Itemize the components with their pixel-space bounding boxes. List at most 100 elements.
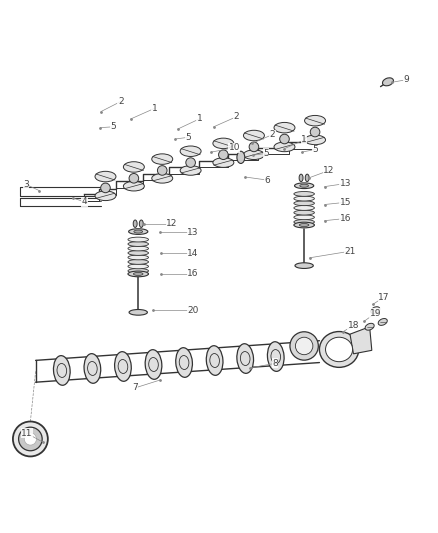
Text: 9: 9 bbox=[404, 75, 410, 84]
Ellipse shape bbox=[299, 223, 309, 227]
Ellipse shape bbox=[304, 116, 325, 126]
Text: 19: 19 bbox=[370, 309, 381, 318]
Text: 1: 1 bbox=[152, 104, 157, 113]
Circle shape bbox=[249, 142, 259, 152]
Ellipse shape bbox=[378, 319, 387, 325]
Text: 8: 8 bbox=[272, 359, 278, 368]
Ellipse shape bbox=[300, 184, 308, 187]
Text: 4: 4 bbox=[82, 197, 87, 206]
Text: 15: 15 bbox=[340, 198, 351, 207]
Text: 12: 12 bbox=[323, 166, 335, 175]
Circle shape bbox=[219, 150, 228, 159]
Ellipse shape bbox=[128, 269, 148, 273]
Text: 5: 5 bbox=[110, 122, 116, 131]
Ellipse shape bbox=[294, 210, 314, 215]
Ellipse shape bbox=[325, 337, 353, 362]
Circle shape bbox=[18, 427, 42, 451]
Text: 17: 17 bbox=[378, 293, 390, 302]
Ellipse shape bbox=[134, 230, 143, 233]
Text: 2: 2 bbox=[118, 97, 124, 106]
Ellipse shape bbox=[53, 356, 70, 385]
Ellipse shape bbox=[294, 206, 314, 211]
Text: 3: 3 bbox=[23, 180, 29, 189]
Ellipse shape bbox=[294, 183, 314, 189]
Ellipse shape bbox=[213, 158, 234, 167]
Ellipse shape bbox=[365, 324, 374, 330]
Text: 16: 16 bbox=[187, 269, 198, 278]
Text: 11: 11 bbox=[21, 429, 33, 438]
Text: 7: 7 bbox=[132, 383, 138, 392]
Ellipse shape bbox=[294, 222, 314, 228]
Ellipse shape bbox=[294, 201, 314, 206]
Ellipse shape bbox=[305, 174, 309, 182]
Ellipse shape bbox=[180, 146, 201, 157]
Ellipse shape bbox=[95, 191, 116, 200]
Circle shape bbox=[129, 174, 139, 183]
Ellipse shape bbox=[95, 171, 116, 182]
Ellipse shape bbox=[128, 255, 148, 260]
Ellipse shape bbox=[206, 346, 223, 375]
Text: 5: 5 bbox=[312, 145, 318, 154]
Ellipse shape bbox=[237, 344, 254, 373]
Text: 16: 16 bbox=[340, 214, 351, 223]
Ellipse shape bbox=[128, 241, 148, 246]
Ellipse shape bbox=[244, 130, 265, 141]
Text: 18: 18 bbox=[348, 321, 359, 330]
Text: 14: 14 bbox=[187, 249, 198, 258]
Ellipse shape bbox=[295, 263, 313, 269]
Text: 13: 13 bbox=[187, 228, 198, 237]
Ellipse shape bbox=[274, 142, 295, 152]
Circle shape bbox=[280, 134, 289, 144]
Text: 10: 10 bbox=[229, 143, 240, 152]
Ellipse shape bbox=[382, 78, 393, 86]
Circle shape bbox=[101, 183, 110, 193]
Ellipse shape bbox=[128, 260, 148, 264]
Ellipse shape bbox=[152, 154, 173, 164]
Circle shape bbox=[310, 127, 320, 137]
Ellipse shape bbox=[124, 181, 145, 191]
Ellipse shape bbox=[268, 342, 284, 372]
Text: 21: 21 bbox=[344, 247, 356, 256]
Text: 2: 2 bbox=[233, 112, 239, 121]
Ellipse shape bbox=[295, 337, 313, 354]
Ellipse shape bbox=[128, 237, 148, 242]
Ellipse shape bbox=[237, 151, 245, 164]
Ellipse shape bbox=[124, 161, 145, 172]
Circle shape bbox=[13, 422, 48, 456]
Text: 5: 5 bbox=[186, 133, 191, 142]
Ellipse shape bbox=[294, 196, 314, 201]
Ellipse shape bbox=[134, 272, 143, 276]
Polygon shape bbox=[350, 327, 372, 354]
Ellipse shape bbox=[129, 229, 148, 235]
Ellipse shape bbox=[129, 310, 148, 315]
Ellipse shape bbox=[176, 348, 192, 377]
Circle shape bbox=[157, 166, 167, 175]
Text: 20: 20 bbox=[187, 305, 198, 314]
Text: 5: 5 bbox=[263, 149, 269, 158]
Ellipse shape bbox=[294, 220, 314, 224]
Circle shape bbox=[186, 158, 195, 167]
Ellipse shape bbox=[152, 174, 173, 183]
Ellipse shape bbox=[371, 306, 380, 313]
Text: 1: 1 bbox=[197, 115, 202, 124]
Ellipse shape bbox=[115, 352, 131, 381]
Ellipse shape bbox=[139, 220, 143, 228]
Circle shape bbox=[24, 433, 36, 445]
Ellipse shape bbox=[128, 271, 148, 277]
Text: 2: 2 bbox=[269, 130, 275, 139]
Ellipse shape bbox=[299, 174, 303, 182]
Ellipse shape bbox=[128, 251, 148, 255]
Ellipse shape bbox=[274, 123, 295, 133]
Ellipse shape bbox=[213, 138, 234, 149]
Ellipse shape bbox=[319, 332, 359, 367]
Ellipse shape bbox=[128, 246, 148, 251]
Text: 1: 1 bbox=[301, 135, 307, 144]
Ellipse shape bbox=[84, 354, 101, 383]
Ellipse shape bbox=[304, 135, 325, 144]
Ellipse shape bbox=[133, 220, 137, 228]
Ellipse shape bbox=[290, 332, 318, 360]
Ellipse shape bbox=[294, 191, 314, 196]
Text: 13: 13 bbox=[340, 179, 351, 188]
Text: 6: 6 bbox=[264, 175, 270, 184]
Ellipse shape bbox=[180, 166, 201, 175]
